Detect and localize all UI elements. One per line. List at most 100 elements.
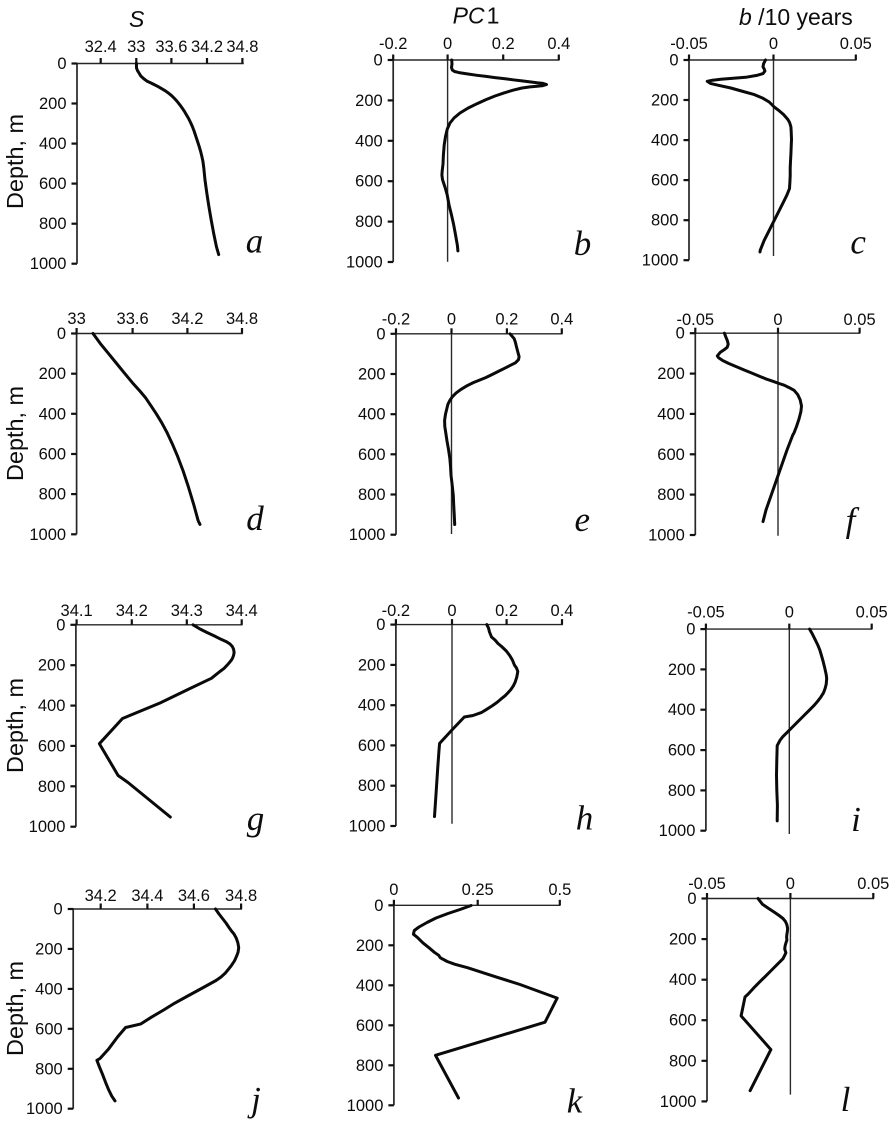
svg-text:800: 800: [358, 486, 386, 504]
svg-text:800: 800: [657, 486, 685, 504]
svg-text:0: 0: [773, 311, 782, 329]
svg-text:S: S: [129, 6, 145, 32]
svg-text:34.1: 34.1: [61, 602, 93, 620]
svg-text:0: 0: [57, 55, 66, 73]
svg-text:j: j: [247, 1080, 261, 1119]
svg-text:0.2: 0.2: [495, 602, 518, 620]
svg-text:200: 200: [356, 937, 384, 955]
svg-text:34.4: 34.4: [131, 887, 163, 905]
svg-text:1000: 1000: [659, 822, 696, 840]
svg-text:800: 800: [355, 213, 383, 231]
svg-text:800: 800: [651, 212, 679, 230]
svg-text:32.4: 32.4: [85, 38, 117, 56]
svg-text:i: i: [851, 800, 861, 839]
svg-text:a: a: [246, 222, 264, 261]
svg-text:600: 600: [651, 172, 679, 190]
svg-text:34.2: 34.2: [191, 38, 223, 56]
svg-text:800: 800: [668, 782, 696, 800]
svg-text:800: 800: [39, 215, 67, 233]
svg-text:b: b: [574, 224, 592, 263]
svg-text:400: 400: [38, 697, 66, 715]
svg-text:-0.2: -0.2: [382, 602, 410, 620]
svg-text:0: 0: [443, 35, 452, 53]
svg-text:0.05: 0.05: [840, 35, 872, 53]
svg-text:600: 600: [39, 175, 67, 193]
svg-text:0: 0: [56, 616, 65, 634]
svg-text:400: 400: [355, 132, 383, 150]
svg-text:600: 600: [356, 1017, 384, 1035]
svg-text:e: e: [575, 500, 591, 539]
svg-text:400: 400: [35, 980, 63, 998]
svg-text:Depth, m: Depth, m: [2, 114, 28, 209]
svg-text:k: k: [567, 1082, 584, 1121]
svg-text:34.4: 34.4: [226, 602, 258, 620]
svg-text:0.05: 0.05: [857, 875, 889, 893]
svg-text:g: g: [247, 799, 265, 838]
svg-text:400: 400: [651, 132, 679, 150]
svg-text:34.2: 34.2: [116, 602, 148, 620]
svg-text:400: 400: [669, 971, 697, 989]
svg-text:0.5: 0.5: [548, 881, 571, 899]
svg-text:-0.05: -0.05: [676, 311, 714, 329]
svg-text:400: 400: [39, 405, 67, 423]
svg-text:600: 600: [669, 1012, 697, 1030]
svg-text:0.2: 0.2: [495, 311, 518, 329]
svg-text:0.2: 0.2: [492, 35, 515, 53]
svg-text:33: 33: [127, 38, 145, 56]
svg-text:400: 400: [39, 135, 67, 153]
svg-text:b /10 years: b /10 years: [739, 4, 853, 30]
svg-text:0.4: 0.4: [547, 35, 570, 53]
svg-text:1000: 1000: [349, 526, 386, 544]
svg-text:1000: 1000: [26, 1100, 63, 1118]
svg-text:600: 600: [358, 446, 386, 464]
svg-text:1000: 1000: [642, 252, 679, 270]
svg-text:800: 800: [358, 777, 386, 795]
svg-text:Depth, m: Depth, m: [2, 678, 28, 773]
svg-text:200: 200: [39, 95, 67, 113]
svg-text:34.8: 34.8: [226, 38, 258, 56]
svg-text:-0.05: -0.05: [688, 875, 726, 893]
svg-text:800: 800: [356, 1057, 384, 1075]
svg-text:0: 0: [374, 52, 383, 70]
svg-text:1000: 1000: [30, 255, 67, 273]
svg-text:0: 0: [676, 325, 685, 343]
svg-text:0: 0: [376, 616, 385, 634]
svg-text:400: 400: [356, 977, 384, 995]
svg-text:0.05: 0.05: [856, 604, 888, 622]
svg-text:0: 0: [687, 890, 696, 908]
svg-text:0: 0: [669, 52, 678, 70]
svg-text:200: 200: [39, 365, 67, 383]
svg-text:Depth, m: Depth, m: [2, 386, 28, 481]
svg-text:0.05: 0.05: [844, 311, 876, 329]
svg-text:200: 200: [669, 931, 697, 949]
svg-text:200: 200: [668, 661, 696, 679]
svg-text:200: 200: [38, 657, 66, 675]
svg-text:0: 0: [447, 602, 456, 620]
svg-text:33.6: 33.6: [117, 310, 149, 328]
svg-text:0: 0: [769, 35, 778, 53]
svg-text:1000: 1000: [648, 527, 685, 545]
svg-text:34.2: 34.2: [85, 887, 117, 905]
svg-text:-0.05: -0.05: [687, 604, 725, 622]
svg-text:600: 600: [668, 742, 696, 760]
svg-text:0: 0: [447, 311, 456, 329]
svg-text:200: 200: [358, 366, 386, 384]
svg-text:0: 0: [374, 897, 383, 915]
svg-text:600: 600: [358, 737, 386, 755]
svg-text:200: 200: [651, 92, 679, 110]
svg-text:33: 33: [67, 310, 85, 328]
svg-text:PC1: PC1: [453, 3, 500, 29]
svg-text:c: c: [850, 223, 866, 262]
svg-text:1000: 1000: [660, 1093, 697, 1111]
svg-text:34.3: 34.3: [171, 602, 203, 620]
svg-text:400: 400: [668, 701, 696, 719]
svg-text:400: 400: [358, 406, 386, 424]
svg-text:600: 600: [39, 446, 67, 464]
svg-text:0: 0: [389, 881, 398, 899]
svg-text:600: 600: [657, 446, 685, 464]
svg-text:600: 600: [35, 1020, 63, 1038]
svg-text:1000: 1000: [29, 818, 66, 836]
svg-text:0.25: 0.25: [462, 881, 494, 899]
svg-text:0: 0: [376, 325, 385, 343]
svg-text:600: 600: [38, 737, 66, 755]
